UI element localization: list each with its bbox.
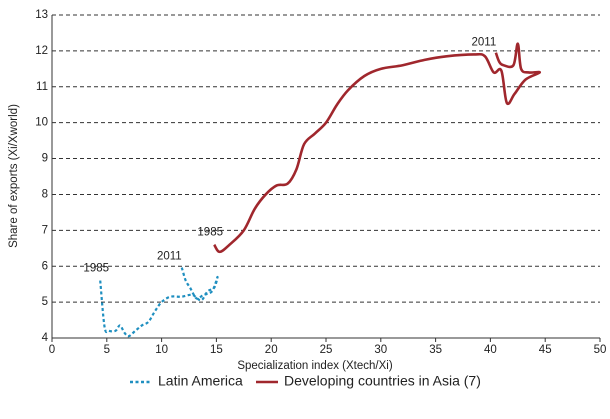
series-line bbox=[213, 42, 542, 254]
y-tick-label: 4 bbox=[42, 332, 49, 344]
x-tick-label: 40 bbox=[484, 344, 497, 356]
start-label: 1985 bbox=[83, 263, 109, 275]
x-tick-label: 5 bbox=[104, 344, 110, 356]
y-tick-label: 11 bbox=[36, 81, 48, 93]
y-tick-label: 12 bbox=[35, 45, 48, 57]
y-tick-label: 10 bbox=[35, 117, 48, 129]
x-axis-label: Specialization index (Xtech/Xi) bbox=[237, 360, 392, 372]
y-tick-label: 6 bbox=[42, 260, 48, 272]
y-tick-label: 13 bbox=[35, 9, 48, 21]
x-tick-label: 45 bbox=[539, 344, 552, 356]
legend-label: Latin America bbox=[158, 373, 243, 389]
start-label: 1985 bbox=[197, 227, 223, 239]
x-tick-label: 20 bbox=[265, 344, 278, 356]
x-tick-label: 25 bbox=[320, 344, 333, 356]
series-line bbox=[99, 265, 219, 338]
y-tick-label: 9 bbox=[42, 153, 48, 165]
x-tick-label: 0 bbox=[49, 344, 55, 356]
x-tick-label: 35 bbox=[429, 344, 442, 356]
x-tick-label: 10 bbox=[155, 344, 168, 356]
legend-label: Developing countries in Asia (7) bbox=[284, 373, 481, 389]
y-tick-label: 7 bbox=[42, 224, 48, 236]
x-tick-label: 50 bbox=[594, 344, 607, 356]
y-tick-label: 8 bbox=[42, 188, 48, 200]
y-axis-label: Share of exports (Xi/Xworld) bbox=[8, 104, 20, 248]
x-tick-label: 15 bbox=[210, 344, 223, 356]
end-label: 2011 bbox=[157, 250, 182, 262]
x-tick-label: 30 bbox=[374, 344, 387, 356]
y-tick-label: 5 bbox=[42, 296, 48, 308]
end-label: 2011 bbox=[472, 37, 497, 49]
